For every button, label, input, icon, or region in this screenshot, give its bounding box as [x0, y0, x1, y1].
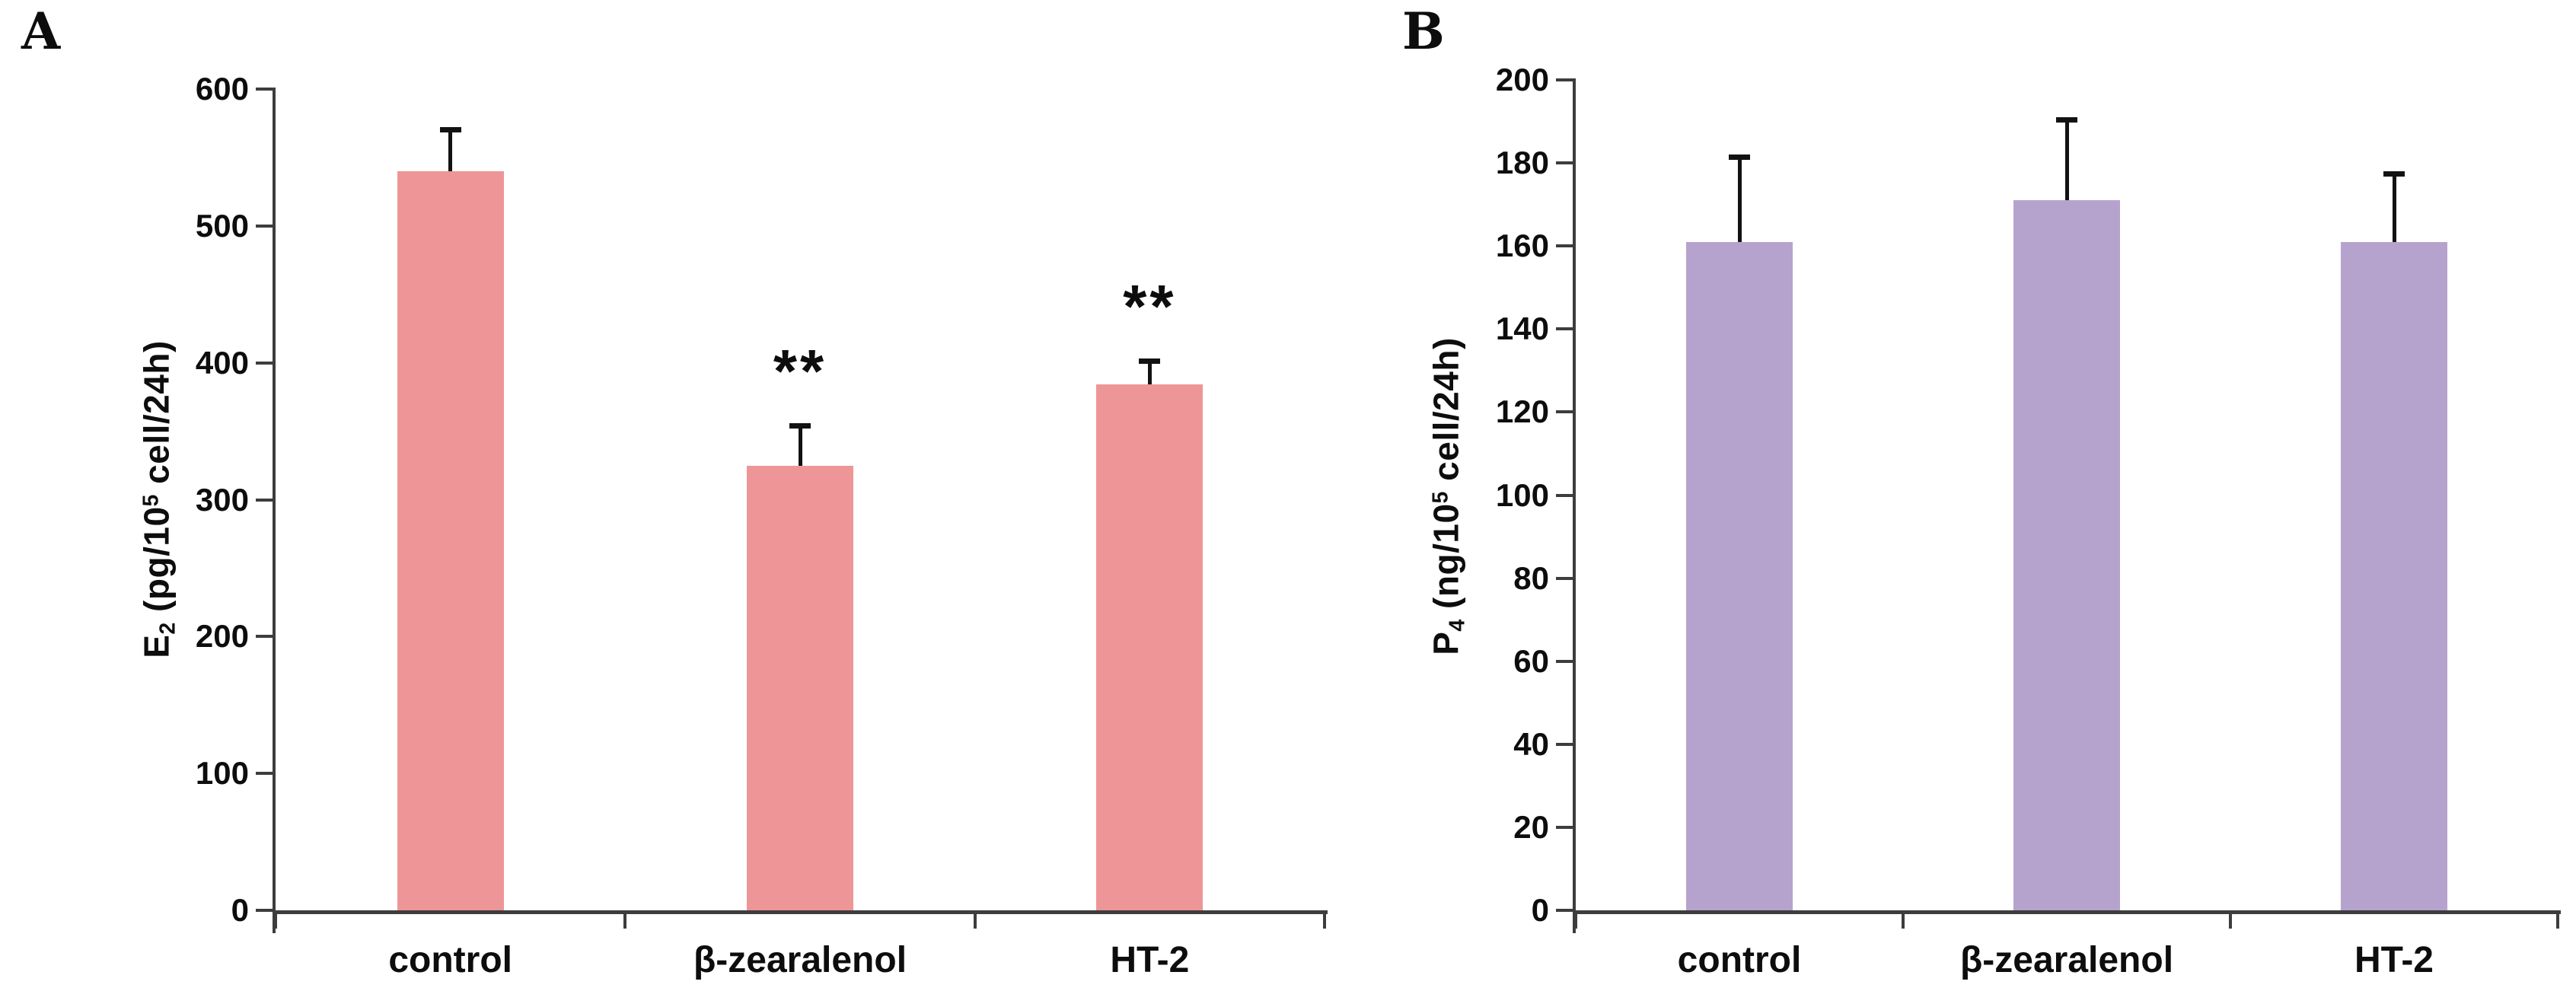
- y-axis-tick: [1556, 327, 1576, 331]
- bar-0-2: [1096, 384, 1204, 910]
- error-bar-stem-0-2: [1147, 358, 1152, 385]
- y-axis-tick: [1556, 493, 1576, 497]
- panel-b-plot-area: 0 20 40 60 80 100 120 140 160 180 200 control β-zear…: [1496, 62, 2561, 980]
- y-axis-tick: [1556, 909, 1576, 912]
- bar-0-1: [747, 465, 853, 910]
- y-tick-label: 60: [1513, 642, 1549, 679]
- y-axis-tick: [256, 772, 276, 776]
- bar-1-1: [2013, 200, 2120, 910]
- y-axis-line: [273, 88, 276, 933]
- significance-marker-0-1: **: [773, 336, 827, 405]
- y-tick-label: 100: [195, 755, 249, 792]
- error-bar-cap-1-2: [2383, 171, 2405, 177]
- y-axis-tick: [1556, 410, 1576, 414]
- y-title-subscript: 4: [1445, 619, 1470, 632]
- y-axis-tick: [1556, 742, 1576, 746]
- category-label-1-1: β-zearalenol: [1959, 940, 2174, 980]
- y-tick-label: 180: [1495, 145, 1549, 181]
- category-label-0-2: HT-2: [1110, 940, 1190, 980]
- category-label-0-0: control: [388, 940, 512, 980]
- y-axis-line: [1573, 78, 1576, 933]
- y-axis-tick: [1556, 244, 1576, 248]
- y-tick-label: 20: [1513, 808, 1549, 845]
- panel-b-label: B: [1402, 2, 1445, 61]
- y-tick-label: 0: [231, 892, 249, 928]
- y-axis-tick: [256, 88, 276, 91]
- error-bar-cap-0-1: [789, 422, 811, 429]
- y-tick-label: 300: [195, 481, 249, 518]
- y-tick-label: 100: [1495, 476, 1549, 513]
- error-bar-cap-0-0: [439, 127, 461, 133]
- y-tick-label: 600: [195, 71, 249, 107]
- y-axis-tick: [1556, 576, 1576, 580]
- x-axis-tick: [1574, 910, 1577, 929]
- error-bar-stem-0-1: [798, 422, 802, 466]
- x-axis-tick: [274, 910, 277, 929]
- y-tick-label: 40: [1513, 725, 1549, 762]
- x-axis-tick: [1323, 910, 1326, 929]
- y-axis-tick: [1556, 825, 1576, 829]
- x-axis-line: [1573, 910, 2561, 914]
- category-label-1-2: HT-2: [2354, 940, 2434, 980]
- error-bar-stem-0-0: [448, 127, 453, 171]
- x-axis-tick: [1902, 910, 1905, 929]
- y-axis-tick: [1556, 659, 1576, 663]
- y-axis-tick: [1556, 78, 1576, 81]
- y-tick-label: 80: [1513, 559, 1549, 596]
- error-bar-cap-1-0: [1729, 155, 1750, 161]
- y-tick-label: 0: [1531, 892, 1549, 928]
- error-bar-stem-1-1: [2064, 117, 2069, 201]
- panel-a-plot-area: 0 100 200 300 400 500 600 control ** β-zearalenol…: [196, 71, 1328, 980]
- panel-a-label: A: [21, 2, 61, 61]
- x-axis-tick: [623, 910, 627, 929]
- y-tick-label: 140: [1495, 311, 1549, 347]
- bar-1-2: [2341, 241, 2447, 910]
- y-axis-tick: [1556, 161, 1576, 165]
- y-tick-label: 500: [195, 207, 249, 244]
- y-axis-tick: [256, 498, 276, 502]
- x-axis-line: [273, 910, 1328, 914]
- x-axis-tick: [2556, 910, 2559, 929]
- bar-1-0: [1686, 241, 1793, 910]
- y-axis-tick: [256, 635, 276, 639]
- y-tick-label: 200: [195, 618, 249, 655]
- error-bar-stem-1-0: [1737, 155, 1742, 242]
- y-axis-tick: [256, 361, 276, 365]
- y-axis-tick: [256, 224, 276, 228]
- y-tick-label: 400: [195, 344, 249, 381]
- error-bar-cap-1-1: [2056, 117, 2077, 123]
- y-tick-label: 200: [1495, 62, 1549, 97]
- y-title-text: (pg/10: [136, 506, 177, 623]
- significance-marker-0-2: **: [1123, 272, 1177, 341]
- error-bar-cap-0-2: [1139, 358, 1161, 365]
- category-label-0-1: β-zearalenol: [693, 940, 907, 980]
- y-tick-label: 160: [1495, 228, 1549, 264]
- x-axis-tick: [2229, 910, 2232, 929]
- y-axis-tick: [256, 909, 276, 912]
- bar-0-0: [397, 170, 504, 910]
- category-label-1-0: control: [1677, 940, 1802, 980]
- error-bar-stem-1-2: [2392, 171, 2396, 242]
- y-tick-label: 120: [1495, 394, 1549, 430]
- x-axis-tick: [973, 910, 977, 929]
